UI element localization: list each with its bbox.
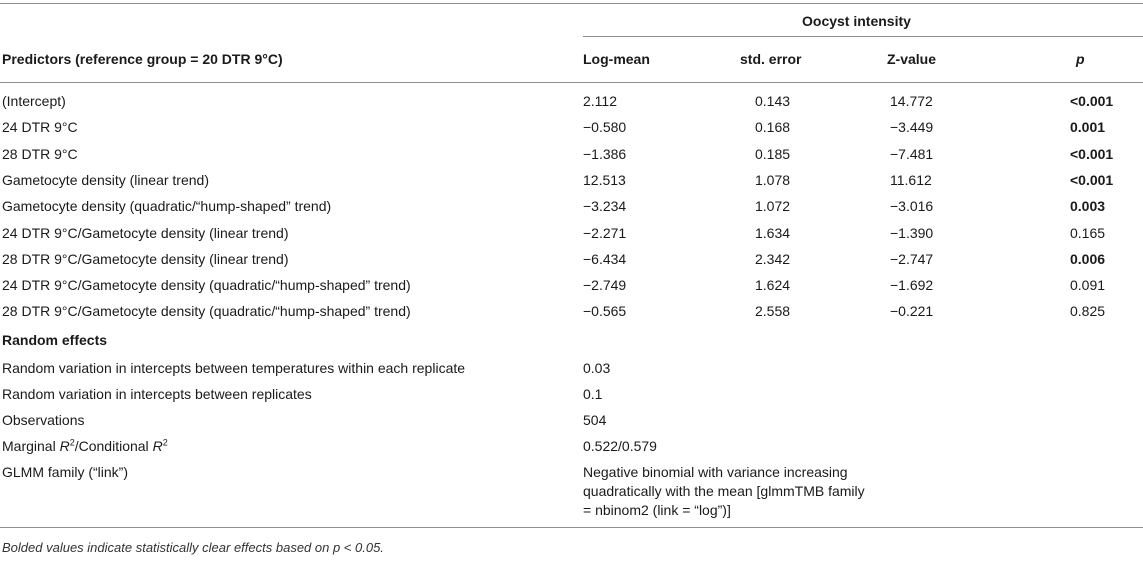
row-p: 0.006 [1070,251,1106,267]
row-label: (Intercept) [2,93,66,109]
row-logmean: −0.565 [583,303,627,319]
row-p: 0.091 [1070,277,1106,293]
re-value-replicates: 0.1 [583,386,603,402]
r2-sup-1: 2 [69,437,75,448]
re-value-temperatures: 0.03 [583,360,611,376]
col-header-zvalue: Z-value [887,51,937,67]
row-zvalue: −7.481 [890,146,934,162]
row-logmean: 2.112 [583,93,617,109]
group-header-oocyst: Oocyst intensity [802,13,911,29]
row-zvalue: −1.390 [890,225,934,241]
row-p: <0.001 [1070,93,1114,109]
col-header-stderror: std. error [740,51,802,67]
table-bottom-rule [0,527,1143,528]
row-stderror: 0.185 [755,146,791,162]
header-bottom-rule [0,82,1143,83]
row-logmean: −6.434 [583,251,627,267]
row-p: <0.001 [1070,172,1114,188]
row-label: 24 DTR 9°C/Gametocyte density (quadratic… [2,277,411,293]
r2-sup-2: 2 [162,437,168,448]
row-logmean: −2.271 [583,225,627,241]
row-p: <0.001 [1070,146,1114,162]
row-label: 28 DTR 9°C/Gametocyte density (linear tr… [2,251,289,267]
r2-letter-1: R [59,438,70,454]
re-value-family-line1: Negative binomial with variance increasi… [583,464,848,480]
row-label: 24 DTR 9°C [2,119,78,135]
re-label-r2: Marginal R2/Conditional R2 [2,437,168,455]
row-zvalue: 11.612 [890,172,932,188]
re-label-temperatures: Random variation in intercepts between t… [2,360,466,376]
row-stderror: 1.634 [755,225,791,241]
table-top-rule [0,3,1143,4]
row-stderror: 1.072 [755,198,791,214]
row-stderror: 2.342 [755,251,791,267]
row-logmean: −1.386 [583,146,627,162]
row-zvalue: −0.221 [890,303,934,319]
row-p: 0.001 [1070,119,1106,135]
row-p: 0.165 [1070,225,1106,241]
row-stderror: 0.168 [755,119,791,135]
row-label: Gametocyte density (linear trend) [2,172,209,188]
group-header-rule [583,36,1143,37]
row-logmean: −3.234 [583,198,627,214]
re-value-observations: 504 [583,412,607,428]
re-value-family-line2: quadratically with the mean [glmmTMB fam… [583,483,865,499]
r2-marginal-word: Marginal [2,438,56,454]
row-zvalue: 14.772 [890,93,933,109]
row-zvalue: −2.747 [890,251,934,267]
row-p: 0.825 [1070,303,1106,319]
row-logmean: 12.513 [583,172,626,188]
row-label: 28 DTR 9°C/Gametocyte density (quadratic… [2,303,411,319]
row-stderror: 0.143 [755,93,791,109]
row-p: 0.003 [1070,198,1106,214]
col-header-p: p [1076,51,1085,67]
row-logmean: −0.580 [583,119,627,135]
re-label-replicates: Random variation in intercepts between r… [2,386,312,402]
re-value-family-line3: = nbinom2 (link = “log”)] [583,502,731,518]
row-stderror: 1.078 [755,172,791,188]
re-label-observations: Observations [2,412,85,428]
row-zvalue: −3.449 [890,119,934,135]
re-value-r2: 0.522/0.579 [583,438,657,454]
random-effects-title: Random effects [2,332,108,348]
row-zvalue: −3.016 [890,198,934,214]
row-stderror: 1.624 [755,277,791,293]
row-label: Gametocyte density (quadratic/“hump-shap… [2,198,332,214]
row-label: 28 DTR 9°C [2,146,78,162]
re-label-family: GLMM family (“link”) [2,464,128,480]
row-stderror: 2.558 [755,303,791,319]
col-header-predictors: Predictors (reference group = 20 DTR 9°C… [2,51,283,67]
col-header-logmean: Log-mean [583,51,650,67]
row-zvalue: −1.692 [890,277,934,293]
row-logmean: −2.749 [583,277,627,293]
r2-conditional-word: /Conditional [74,438,149,454]
r2-letter-2: R [152,438,163,454]
table-footnote: Bolded values indicate statistically cle… [2,540,384,555]
row-label: 24 DTR 9°C/Gametocyte density (linear tr… [2,225,289,241]
